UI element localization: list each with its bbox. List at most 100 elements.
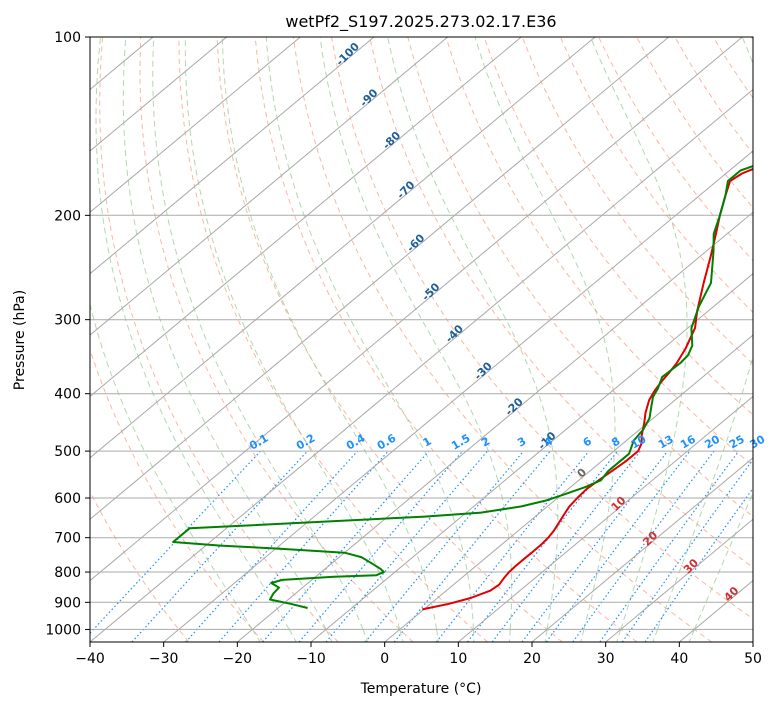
x-tick-label: 10: [449, 651, 467, 667]
moist-adiabat-line: [657, 37, 753, 630]
mixing-ratio-label: 30: [748, 432, 768, 451]
mixing-ratio-label: 2: [479, 435, 492, 450]
moist-adiabat-line: [580, 629, 585, 642]
skewed-isotherm: [457, 395, 753, 642]
isotherm-label: -100: [333, 40, 362, 69]
skewed-isotherm: [90, 37, 522, 398]
isotherm-label: -80: [380, 129, 403, 152]
dry-adiabat-line: [99, 37, 339, 642]
y-tick-label: 700: [54, 531, 81, 547]
moist-adiabat-line: [95, 37, 290, 630]
moist-adiabat-line: [616, 629, 622, 642]
isotherm-label: 10: [609, 494, 629, 514]
moist-adiabat-line: [693, 491, 753, 630]
moist-adiabat-line: [399, 629, 404, 642]
skewed-isotherm: [384, 334, 753, 642]
skewed-isotherm: [236, 211, 753, 642]
moist-adiabat-line: [362, 629, 369, 642]
mixing-ratio-line: [572, 450, 715, 642]
x-tick-label: −10: [296, 651, 326, 667]
mixing-ratio-label: 3: [515, 435, 528, 450]
mixing-ratio-line: [599, 450, 740, 642]
mixing-ratio-label: 6: [581, 434, 594, 449]
dry-adiabat-line: [750, 37, 753, 41]
moist-adiabat-line: [474, 37, 616, 630]
moist-adiabat-line: [319, 37, 513, 630]
mixing-ratio-label: 0.2: [294, 432, 317, 453]
x-tick-label: 20: [523, 651, 541, 667]
x-tick-label: 30: [597, 651, 615, 667]
skewed-isotherm: [0, 37, 6, 642]
isotherm-label: -30: [472, 359, 495, 382]
x-tick-label: −30: [149, 651, 179, 667]
moist-adiabat-line: [472, 629, 475, 642]
isotherm-label: -60: [404, 231, 427, 254]
moist-adiabat-line: [544, 629, 548, 642]
skewed-isotherm: [90, 37, 449, 336]
x-tick-label: 50: [744, 651, 762, 667]
moist-adiabat-line: [251, 629, 261, 642]
skewed-isotherm: [678, 579, 753, 642]
y-tick-label: 400: [54, 387, 81, 403]
dry-adiabat-line: [178, 37, 488, 642]
mixing-ratio-line: [467, 450, 619, 642]
y-tick-label: 200: [54, 208, 81, 224]
moist-adiabat-line: [688, 629, 695, 642]
x-axis-ticks: −40 −30 −20 −10 0 10 20 30 40 50: [75, 642, 762, 667]
dry-adiabat-line: [483, 37, 753, 416]
skewed-isotherm: [90, 37, 375, 275]
x-tick-label: −40: [75, 651, 105, 667]
dry-adiabat-line: [369, 37, 753, 569]
grid-lines: [0, 37, 753, 642]
skewed-isotherm: [90, 37, 670, 520]
y-tick-label: 100: [54, 30, 81, 46]
moist-adiabat-line: [387, 37, 559, 630]
skewed-isotherm: [90, 37, 743, 582]
moist-adiabat-line: [90, 302, 253, 630]
dry-adiabat-line: [292, 37, 712, 642]
x-tick-label: 0: [380, 651, 389, 667]
dry-adiabat-line: [90, 490, 190, 642]
mixing-ratio-label: 25: [727, 433, 747, 452]
mixing-ratio-line: [435, 450, 590, 642]
y-axis-label: Pressure (hPa): [12, 290, 28, 390]
mixing-ratio-line: [218, 450, 389, 642]
moist-adiabat-line: [221, 37, 438, 630]
mixing-ratio-label: 20: [702, 432, 722, 451]
dry-adiabat-line: [712, 37, 753, 99]
moist-adiabat-line: [436, 629, 439, 642]
background-lines: [90, 37, 753, 642]
moist-adiabat-line: [652, 629, 659, 642]
dry-adiabat-line: [254, 37, 638, 642]
dewpoint-series-line: [172, 164, 753, 609]
dry-adiabat-line: [407, 37, 753, 518]
skewed-isotherm: [531, 457, 753, 642]
isotherm-label: -20: [503, 395, 526, 418]
dry-adiabat-line: [445, 37, 753, 467]
skewed-isotherm: [90, 37, 596, 459]
y-tick-label: 1000: [45, 622, 81, 638]
mixing-ratio-line: [545, 450, 691, 642]
moist-adiabat-line: [122, 37, 327, 630]
mixing-ratio-line: [521, 450, 669, 642]
isotherm-label: -90: [357, 86, 380, 109]
dry-adiabat-line: [216, 37, 563, 642]
dry-adiabat-line: [139, 37, 414, 642]
skewed-isotherm: [90, 37, 301, 213]
mixing-ratio-line: [644, 487, 753, 642]
skewed-isotherm: [605, 518, 753, 642]
skewed-isotherm: [752, 641, 753, 642]
mixing-ratio-line: [325, 450, 488, 642]
x-axis-label: Temperature (°C): [360, 681, 482, 697]
moist-adiabat-line: [184, 37, 401, 630]
y-tick-label: 500: [54, 444, 81, 460]
isotherm-label: 20: [640, 529, 660, 549]
plot-frame: [89, 36, 754, 643]
y-tick-label: 300: [54, 313, 81, 329]
mixing-ratio-line: [364, 450, 525, 642]
moist-adiabat-line: [288, 629, 297, 642]
skewed-isotherm: [310, 273, 753, 642]
moist-adiabat-line: [265, 37, 474, 630]
sounding-series: [172, 164, 753, 611]
